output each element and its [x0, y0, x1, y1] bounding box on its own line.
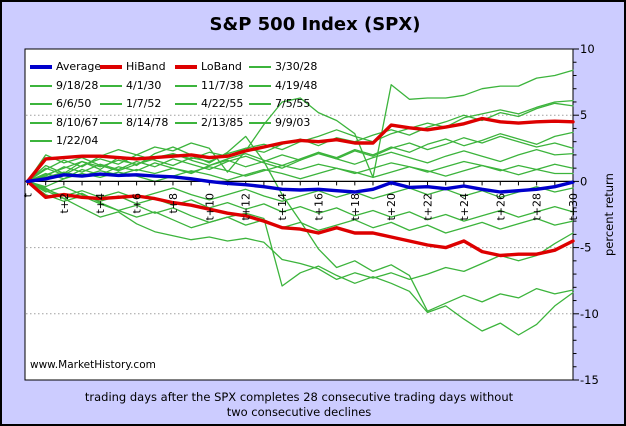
- legend-label: 4/22/55: [201, 97, 244, 110]
- x-tick-label: t+30: [567, 193, 580, 221]
- legend-label: 4/1/30: [126, 79, 162, 92]
- legend-label: 9/9/03: [275, 116, 311, 129]
- legend-line-swatch: [100, 121, 122, 124]
- legend: Average HiBand LoBand 3/30/28 9/18/28 4/1/30 1…: [30, 60, 360, 155]
- legend-label: 9/18/28: [56, 79, 99, 92]
- legend-line-swatch: [100, 64, 122, 69]
- y-tick-label: 5: [580, 108, 587, 122]
- legend-label: 6/6/50: [56, 97, 92, 110]
- legend-item-8-14-78: 8/14/78: [100, 116, 168, 129]
- x-tick-label: t+6: [131, 193, 144, 214]
- x-tick-label: t+18: [349, 193, 362, 221]
- x-tick-label: t+14: [276, 193, 289, 221]
- legend-label: 8/10/67: [56, 116, 99, 129]
- legend-item-LoBand: LoBand: [175, 60, 242, 73]
- x-tick-label: t+22: [422, 193, 435, 221]
- legend-item-1-7-52: 1/7/52: [100, 97, 161, 110]
- y-tick-label: 10: [580, 42, 595, 56]
- series-line-4-22-55: [26, 164, 574, 188]
- x-tick-label: t+8: [167, 193, 180, 214]
- legend-item-9-9-03: 9/9/03: [249, 116, 310, 129]
- legend-line-swatch: [30, 102, 52, 105]
- legend-line-swatch: [30, 121, 52, 124]
- legend-label: Average: [56, 60, 102, 73]
- legend-item-7-5-55: 7/5/55: [249, 97, 310, 110]
- legend-item-HiBand: HiBand: [100, 60, 166, 73]
- legend-label: 8/14/78: [126, 116, 169, 129]
- x-tick-label: t+4: [94, 193, 107, 214]
- legend-item-9-18-28: 9/18/28: [30, 79, 98, 92]
- legend-label: 1/22/04: [56, 134, 99, 147]
- series-line-1-22-04: [26, 180, 574, 336]
- legend-item-4-19-48: 4/19/48: [249, 79, 317, 92]
- legend-line-swatch: [175, 84, 197, 87]
- x-tick-label: t+10: [203, 193, 216, 221]
- legend-label: 3/30/28: [275, 60, 318, 73]
- legend-line-swatch: [175, 121, 197, 124]
- watermark: www.MarketHistory.com: [30, 359, 156, 371]
- legend-item-4-22-55: 4/22/55: [175, 97, 243, 110]
- legend-label: 11/7/38: [201, 79, 244, 92]
- caption: trading days after the SPX completes 28 …: [25, 390, 573, 420]
- legend-line-swatch: [175, 64, 197, 69]
- y-axis-title: percent return: [602, 173, 616, 256]
- legend-label: LoBand: [201, 60, 242, 73]
- caption-line-2: two consecutive declines: [226, 405, 372, 419]
- legend-line-swatch: [249, 84, 271, 87]
- legend-label: HiBand: [126, 60, 166, 73]
- x-tick-label: t+26: [494, 193, 507, 221]
- series-line-Average: [25, 172, 575, 194]
- series-line-LoBand: [25, 179, 575, 258]
- series-line-2-13-85: [26, 148, 574, 183]
- legend-line-swatch: [30, 139, 52, 142]
- caption-line-1: trading days after the SPX completes 28 …: [84, 390, 514, 404]
- legend-item-6-6-50: 6/6/50: [30, 97, 91, 110]
- legend-label: 1/7/52: [126, 97, 162, 110]
- x-tick-label: t+28: [531, 193, 544, 221]
- legend-line-swatch: [100, 84, 122, 87]
- legend-line-swatch: [249, 102, 271, 105]
- legend-item-3-30-28: 3/30/28: [249, 60, 317, 73]
- legend-line-swatch: [249, 65, 271, 68]
- page-title: S&P 500 Index (SPX): [209, 14, 421, 35]
- x-tick-label: t+20: [385, 193, 398, 221]
- legend-item-Average: Average: [30, 60, 101, 73]
- series-line-7-5-55: [26, 131, 574, 183]
- legend-line-swatch: [249, 121, 271, 124]
- legend-line-swatch: [30, 84, 52, 87]
- legend-label: 2/13/85: [201, 116, 244, 129]
- legend-label: 4/19/48: [275, 79, 318, 92]
- x-tick-label: t+12: [240, 193, 253, 221]
- y-tick-label: -5: [580, 241, 591, 255]
- legend-item-8-10-67: 8/10/67: [30, 116, 98, 129]
- legend-item-4-1-30: 4/1/30: [100, 79, 161, 92]
- y-tick-label: -10: [580, 307, 599, 321]
- series-line-3-30-28: [26, 69, 574, 183]
- x-tick-label: t+16: [312, 193, 325, 221]
- legend-line-swatch: [175, 102, 197, 105]
- legend-item-2-13-85: 2/13/85: [175, 116, 243, 129]
- series-line-9-9-03: [26, 180, 574, 281]
- legend-label: 7/5/55: [275, 97, 311, 110]
- x-tick-label: t+2: [58, 193, 71, 214]
- y-tick-label: 0: [580, 174, 587, 188]
- legend-item-11-7-38: 11/7/38: [175, 79, 243, 92]
- y-tick-label: -15: [580, 373, 599, 387]
- legend-line-swatch: [30, 64, 52, 69]
- legend-item-1-22-04: 1/22/04: [30, 134, 98, 147]
- series-line-HiBand: [25, 116, 575, 184]
- x-tick-label: t+24: [458, 193, 471, 221]
- legend-line-swatch: [100, 102, 122, 105]
- x-tick-label: t: [22, 192, 35, 197]
